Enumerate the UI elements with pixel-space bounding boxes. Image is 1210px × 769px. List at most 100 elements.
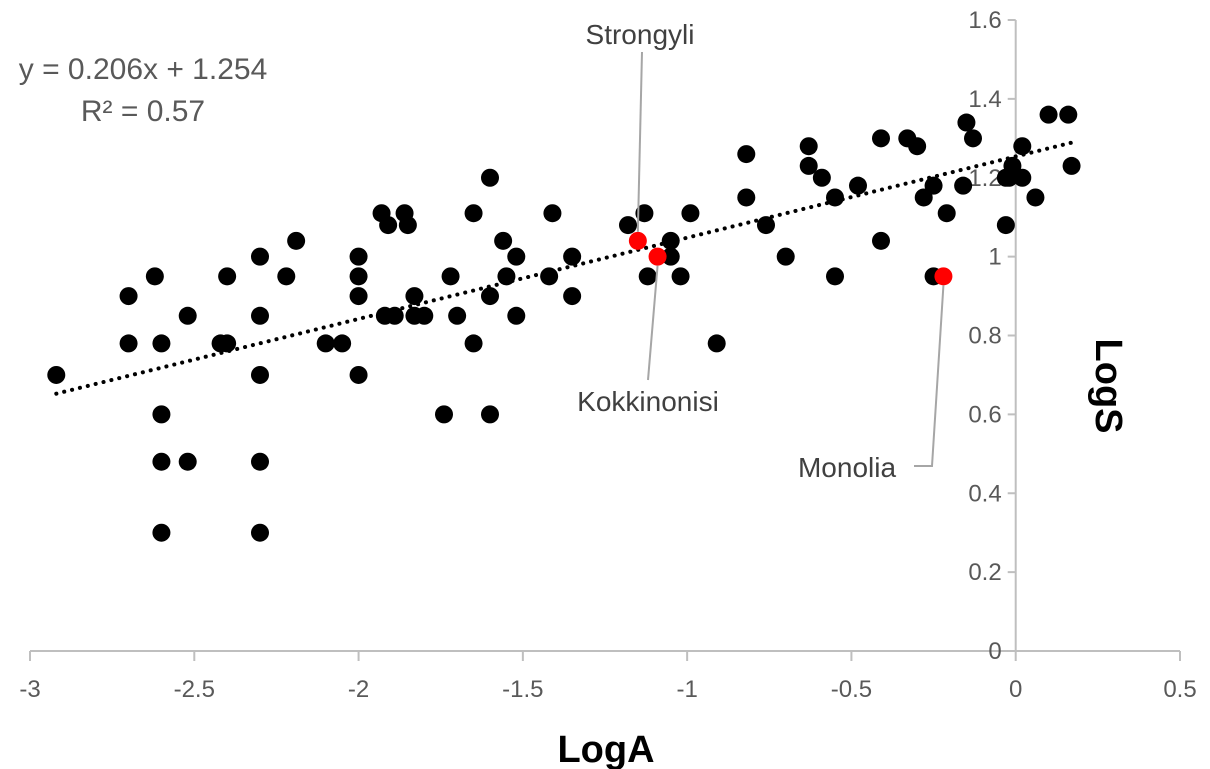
data-point [681,204,700,223]
data-point [119,334,138,353]
annotation-strongyli: Strongyli [586,19,695,50]
x-tick-label: -0.5 [831,676,872,703]
trend-equation: y = 0.206x + 1.254 [19,53,268,86]
data-point [145,267,164,286]
data-point [964,129,982,148]
data-point [448,306,467,325]
data-point [385,306,404,325]
y-tick-label: 0.2 [968,559,1001,586]
data-point [737,145,756,164]
highlight-points-group [628,231,953,286]
x-tick-label: -3 [19,676,40,703]
data-point [349,365,368,384]
data-point [152,452,171,471]
data-point [481,287,499,306]
data-point [497,267,516,286]
highlight-point [628,231,647,250]
data-point [776,247,795,266]
data-point [908,137,927,156]
points-group [47,105,1081,542]
data-point [563,287,582,306]
annotation-kokkinonisi: Kokkinonisi [577,386,719,417]
data-point [812,168,831,187]
trendline-group [54,139,1077,396]
data-point [398,216,417,235]
highlight-point [934,267,953,286]
data-point [757,216,775,235]
leader-lines [636,51,945,467]
data-point [218,267,237,286]
data-point [996,216,1015,235]
data-point [619,216,637,235]
data-point [251,247,269,266]
data-point [349,267,368,286]
y-tick-label: 1 [988,244,1001,271]
data-point [435,405,453,424]
x-tick-label: 0 [1009,676,1022,703]
y-tick-label: 0.4 [968,480,1001,507]
x-tick-label: -1 [676,676,697,703]
leader-monolia [914,285,945,467]
data-point [251,365,269,384]
data-point [635,204,654,223]
data-point [481,168,499,187]
data-point [287,231,306,250]
data-point [464,334,483,353]
data-point [661,247,680,266]
data-point [1059,105,1078,124]
y-tick-label: 0 [988,638,1001,665]
data-point [826,188,844,207]
data-point [464,204,483,223]
data-point [405,287,424,306]
data-point [507,306,526,325]
data-point [1039,105,1058,124]
data-point [152,334,171,353]
data-point [441,267,460,286]
data-point [1062,156,1081,175]
data-point [1003,156,1022,175]
trendline [54,139,1077,396]
data-point [379,216,398,235]
data-point [152,405,171,424]
data-point [540,267,559,286]
data-point [316,334,335,353]
y-tick-label: 1.6 [968,7,1001,34]
data-point [707,334,726,353]
data-point [849,176,867,195]
y-tick-label: 1.4 [968,86,1001,113]
data-point [251,523,269,542]
data-point [333,334,352,353]
data-point [671,267,690,286]
data-point [178,306,197,325]
data-point [251,452,269,471]
y-tick-label: 0.8 [968,323,1001,350]
data-point [543,204,562,223]
data-point [826,267,844,286]
data-point [914,188,933,207]
x-tick-label: -2.5 [174,676,215,703]
data-point [152,523,171,542]
data-point [481,405,499,424]
data-point [661,231,680,250]
leader-strongyli [636,51,643,232]
data-point [415,306,434,325]
r-squared: R² = 0.57 [81,95,205,128]
data-point [924,176,943,195]
x-tick-label: 0.5 [1163,676,1196,703]
data-point [1026,188,1045,207]
data-point [277,267,296,286]
data-point [799,156,818,175]
data-point [494,231,513,250]
data-point [937,204,956,223]
data-point [47,365,66,384]
data-point [737,188,756,207]
leader-kokkinonisi [647,265,659,381]
highlight-point [648,247,667,266]
data-point [218,334,237,353]
x-tick-label: -1.5 [502,676,543,703]
data-point [349,287,368,306]
data-point [638,267,657,286]
data-point [1013,137,1032,156]
data-point [119,287,138,306]
